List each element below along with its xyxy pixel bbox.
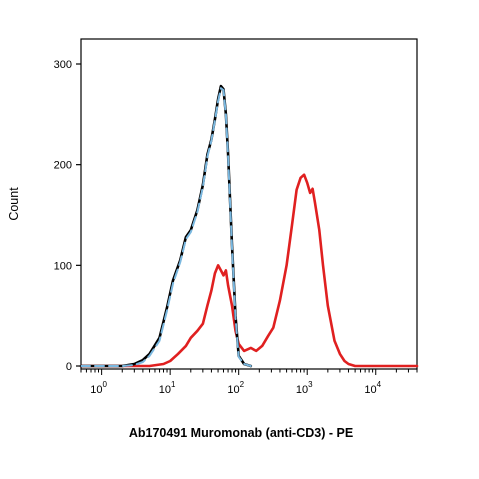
x-tick-label: 103 [296,380,313,396]
x-tick-label: 102 [227,380,244,396]
series-line-1 [79,84,253,368]
y-tick-label: 100 [54,260,72,272]
x-tick-label: 104 [364,380,381,396]
y-tick-label: 200 [54,160,72,172]
plot-frame [80,38,418,370]
x-axis: 100 101 102 103 104 [80,369,418,396]
series-layer [79,84,419,368]
y-tick-label: 0 [66,361,72,373]
x-tick-label: 101 [159,380,176,396]
y-axis-label: Count [7,187,21,221]
x-tick-label: 100 [90,380,107,396]
series-line-2 [80,87,252,367]
y-tick-label: 300 [54,59,72,71]
x-axis-label: Ab170491 Muromonab (anti-CD3) - PE [129,426,353,440]
y-axis: 0 100 200 300 [54,59,81,373]
series-line-3 [79,173,419,368]
